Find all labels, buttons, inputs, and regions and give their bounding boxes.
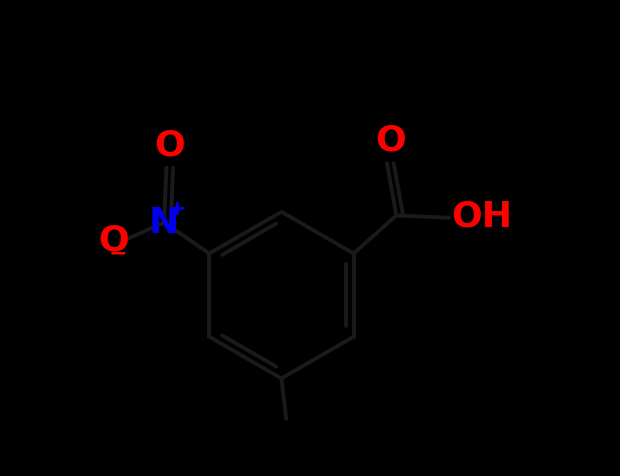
Text: N: N bbox=[149, 206, 179, 239]
Text: O: O bbox=[99, 224, 130, 258]
Text: OH: OH bbox=[451, 200, 512, 234]
Text: +: + bbox=[168, 199, 187, 219]
Text: −: − bbox=[108, 243, 127, 264]
Text: O: O bbox=[154, 128, 185, 162]
Text: O: O bbox=[375, 123, 405, 157]
